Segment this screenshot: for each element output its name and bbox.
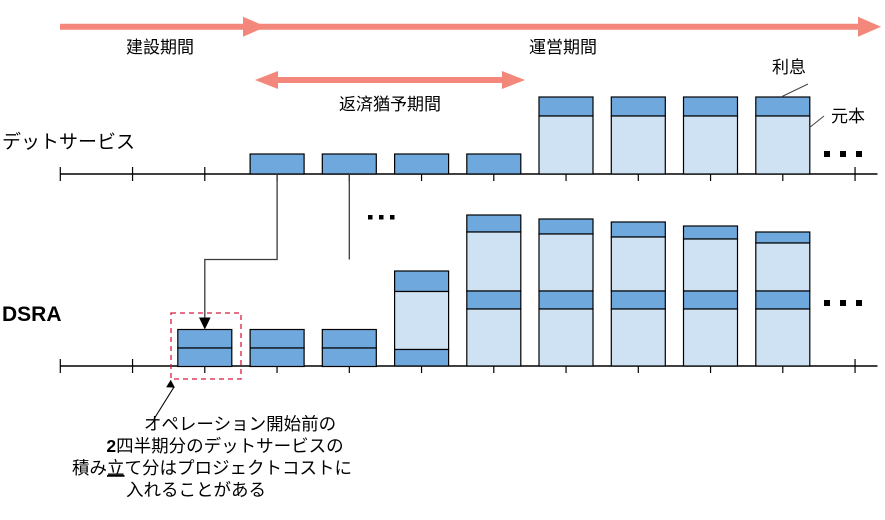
svg-text:オペレーション開始前の: オペレーション開始前の: [144, 414, 336, 434]
svg-text:建設期間: 建設期間: [126, 38, 194, 57]
svg-text:返済猶予期間: 返済猶予期間: [339, 95, 441, 114]
svg-text:入れることがある: 入れることがある: [126, 480, 266, 500]
svg-text:デットサービス: デットサービス: [2, 131, 135, 153]
svg-text:運営期間: 運営期間: [529, 38, 597, 57]
svg-text:積み立て分はプロジェクトコストに: 積み立て分はプロジェクトコストに: [72, 458, 352, 478]
svg-text:利息: 利息: [772, 58, 806, 77]
svg-text:DSRA: DSRA: [2, 303, 62, 326]
svg-text:元本: 元本: [831, 107, 865, 126]
svg-text:2四半期分のデットサービスの: 2四半期分のデットサービスの: [106, 436, 343, 456]
